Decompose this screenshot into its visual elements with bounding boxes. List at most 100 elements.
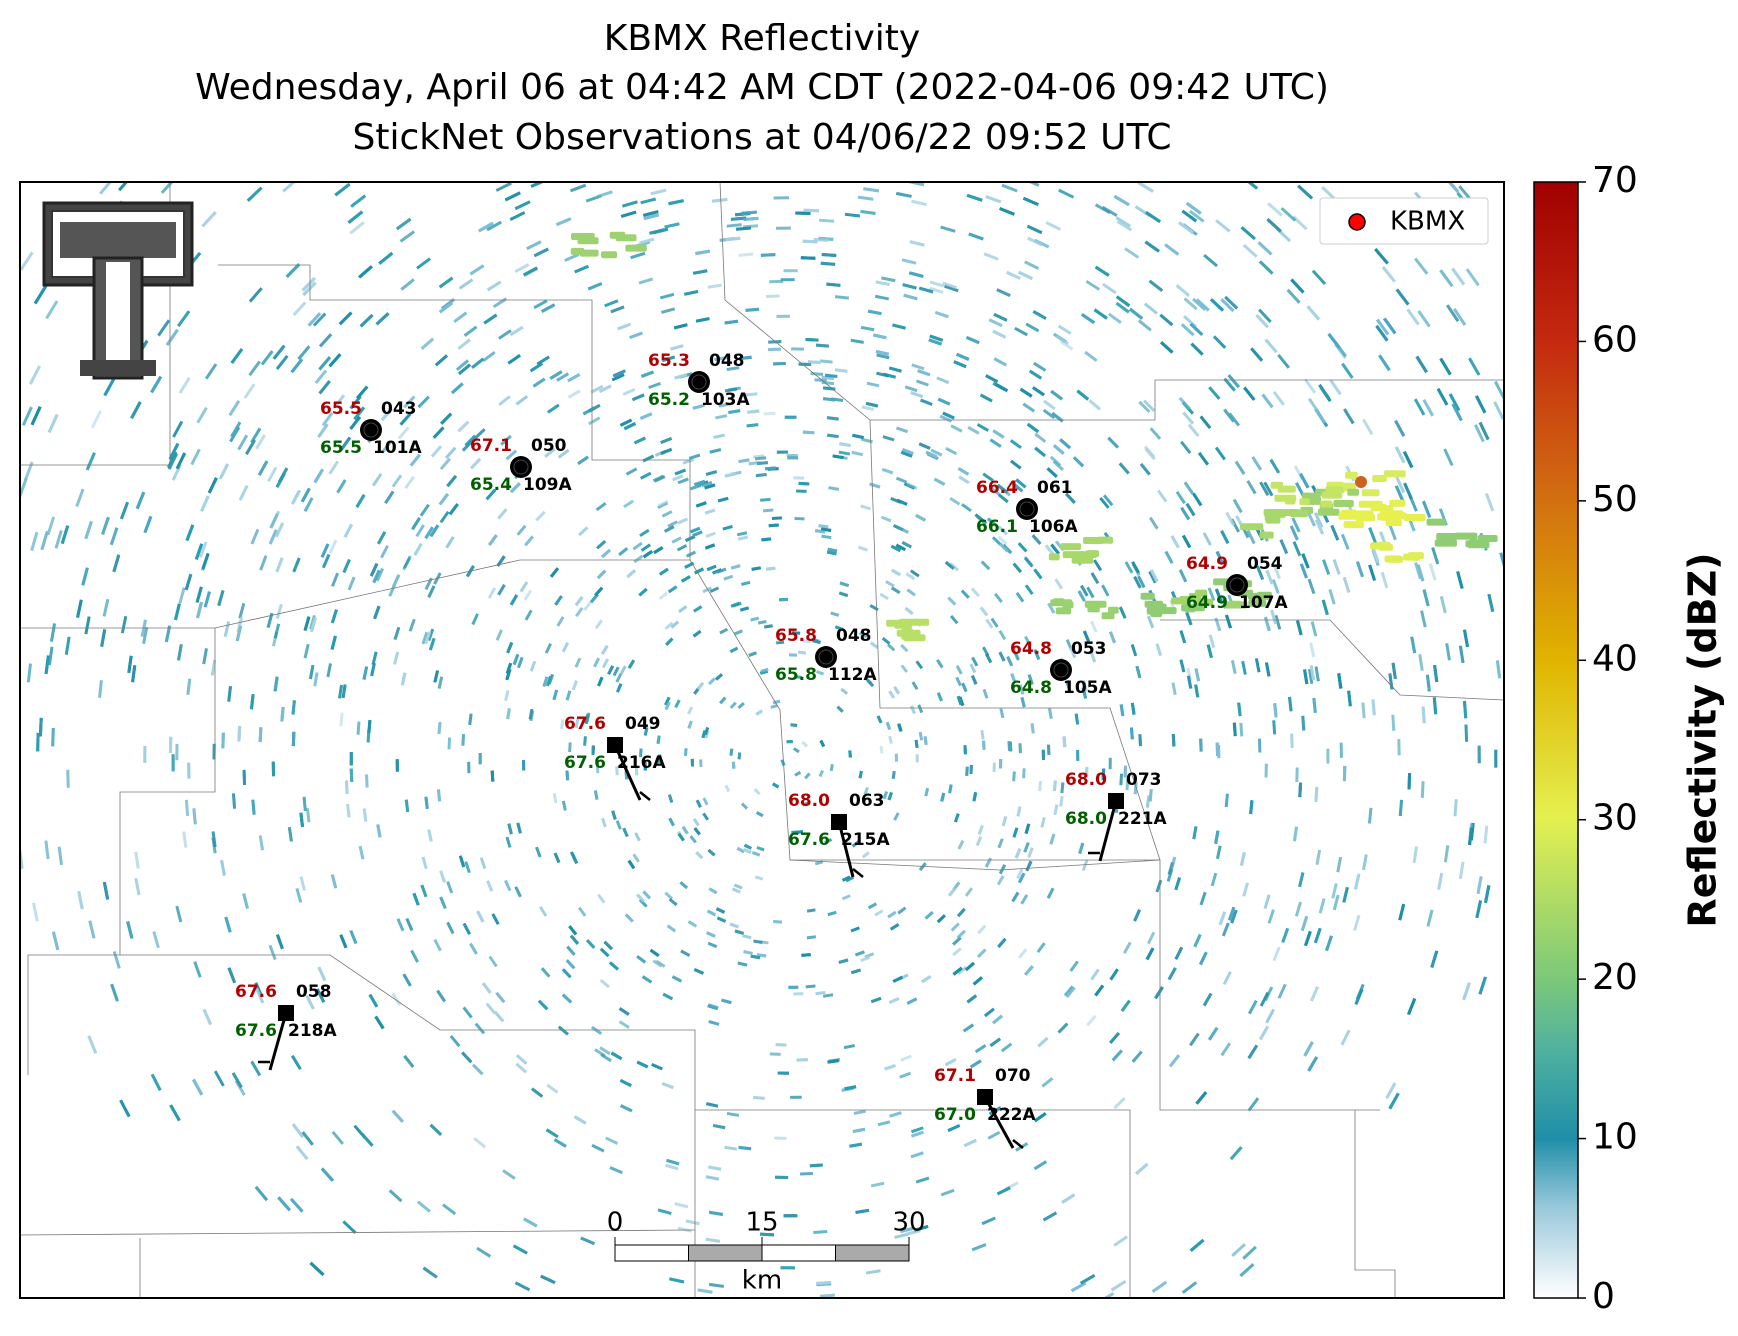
colorbar-tick-label: 0 [1592, 1276, 1615, 1317]
legend-marker [1348, 213, 1366, 231]
station: 65.5 043 65.5 101A [320, 399, 422, 458]
title-line: Wednesday, April 06 at 04:42 AM CDT (202… [195, 67, 1329, 108]
scale-segment [835, 1244, 910, 1262]
colorbar-tick-label: 20 [1592, 957, 1638, 998]
radar-reflectivity [20, 182, 1504, 1298]
colorbar-tick-label: 50 [1592, 479, 1638, 520]
station-id: 215A [841, 830, 890, 850]
pressure: 063 [849, 791, 885, 811]
station: 67.1 070 67.0 222A [934, 1066, 1036, 1149]
station-id: 107A [1239, 593, 1288, 613]
station-id: 105A [1063, 678, 1112, 698]
colorbar [1533, 181, 1579, 1299]
dewpoint: 65.4 [470, 475, 512, 495]
temperature: 67.1 [934, 1066, 976, 1086]
station: 65.3 048 65.2 103A [648, 351, 750, 410]
station-marker [1108, 793, 1124, 809]
legend: KBMX [1319, 197, 1489, 245]
wind-barb [613, 744, 642, 801]
temperature: 64.8 [1010, 639, 1052, 659]
station-marker [360, 419, 382, 441]
station-marker [1016, 498, 1038, 520]
map-frame [19, 181, 1505, 1299]
pressure: 050 [531, 436, 567, 456]
colorbar-tick-label: 30 [1592, 798, 1638, 839]
station-ring [1019, 501, 1035, 517]
station-id: 216A [617, 753, 666, 773]
dewpoint: 64.9 [1186, 593, 1228, 613]
logo [42, 201, 194, 380]
temperature: 68.0 [788, 791, 830, 811]
temperature: 65.3 [648, 351, 690, 371]
wind-barb-flag [1012, 1139, 1024, 1149]
station: 67.6 049 67.6 216A [564, 714, 666, 801]
pressure: 053 [1071, 639, 1107, 659]
pressure: 054 [1247, 554, 1283, 574]
scale-segment [614, 1244, 689, 1262]
scale-tick-label: 15 [745, 1208, 778, 1238]
station-marker [977, 1089, 993, 1105]
colorbar-label: Reflectivity (dBZ) [1681, 552, 1725, 927]
pressure: 070 [995, 1066, 1031, 1086]
station-ring [363, 422, 379, 438]
colorbar-tick-label: 10 [1592, 1117, 1638, 1158]
wind-barb [1098, 800, 1118, 862]
temperature: 67.6 [564, 714, 606, 734]
station-id: 218A [288, 1021, 337, 1041]
colorbar-tick-label: 40 [1592, 638, 1638, 679]
dewpoint: 68.0 [1065, 809, 1107, 829]
title-line: StickNet Observations at 04/06/22 09:52 … [353, 117, 1172, 158]
dewpoint: 64.8 [1010, 678, 1052, 698]
station-marker [1050, 659, 1072, 681]
station-marker [607, 737, 623, 753]
pressure: 049 [625, 714, 661, 734]
pressure: 058 [296, 982, 332, 1002]
station: 68.0 063 67.6 215A [788, 791, 890, 878]
colorbar-ticks: 0 10 20 30 40 50 60 70 [1578, 160, 1638, 1317]
colorbar-tick-label: 60 [1592, 319, 1638, 360]
pressure: 048 [836, 626, 872, 646]
station-id: 109A [523, 475, 572, 495]
temperature: 67.6 [235, 982, 277, 1002]
station-marker [815, 646, 837, 668]
scale-segment [688, 1244, 763, 1262]
temperature: 67.1 [470, 436, 512, 456]
wind-barb [983, 1096, 1015, 1149]
dewpoint: 67.6 [235, 1021, 277, 1041]
station-ring [1053, 662, 1069, 678]
temperature: 66.4 [976, 478, 1018, 498]
scale-tick-label: 0 [607, 1208, 624, 1238]
wind-barb-flag [639, 791, 651, 801]
station-marker [688, 371, 710, 393]
wind-barb [837, 821, 855, 878]
temperature: 65.8 [775, 626, 817, 646]
station-marker [831, 814, 847, 830]
station: 65.8 048 65.8 112A [775, 626, 877, 685]
county-borders [20, 182, 1504, 1298]
title-line: KBMX Reflectivity [604, 18, 920, 59]
scale-unit: km [742, 1266, 782, 1296]
station: 67.1 050 65.4 109A [470, 436, 572, 495]
map [20, 182, 1504, 1298]
station-id: 222A [987, 1105, 1036, 1125]
scale-tick-label: 30 [892, 1208, 925, 1238]
pressure: 061 [1037, 478, 1073, 498]
station-id: 221A [1118, 809, 1167, 829]
station-marker [1226, 574, 1248, 596]
station: 64.8 053 64.8 105A [1010, 639, 1112, 698]
dewpoint: 67.6 [788, 830, 830, 850]
station-id: 101A [373, 438, 422, 458]
scale-bar: 0 15 30 km [607, 1208, 926, 1296]
station: 67.6 058 67.6 218A [235, 982, 337, 1071]
scale-segment [761, 1244, 836, 1262]
dewpoint: 66.1 [976, 517, 1018, 537]
station: 64.9 054 64.9 107A [1186, 554, 1288, 613]
station-id: 106A [1029, 517, 1078, 537]
station-ring [818, 649, 834, 665]
dewpoint: 65.8 [775, 665, 817, 685]
dewpoint: 65.2 [648, 390, 690, 410]
pressure: 043 [381, 399, 417, 419]
dewpoint: 67.0 [934, 1105, 976, 1125]
